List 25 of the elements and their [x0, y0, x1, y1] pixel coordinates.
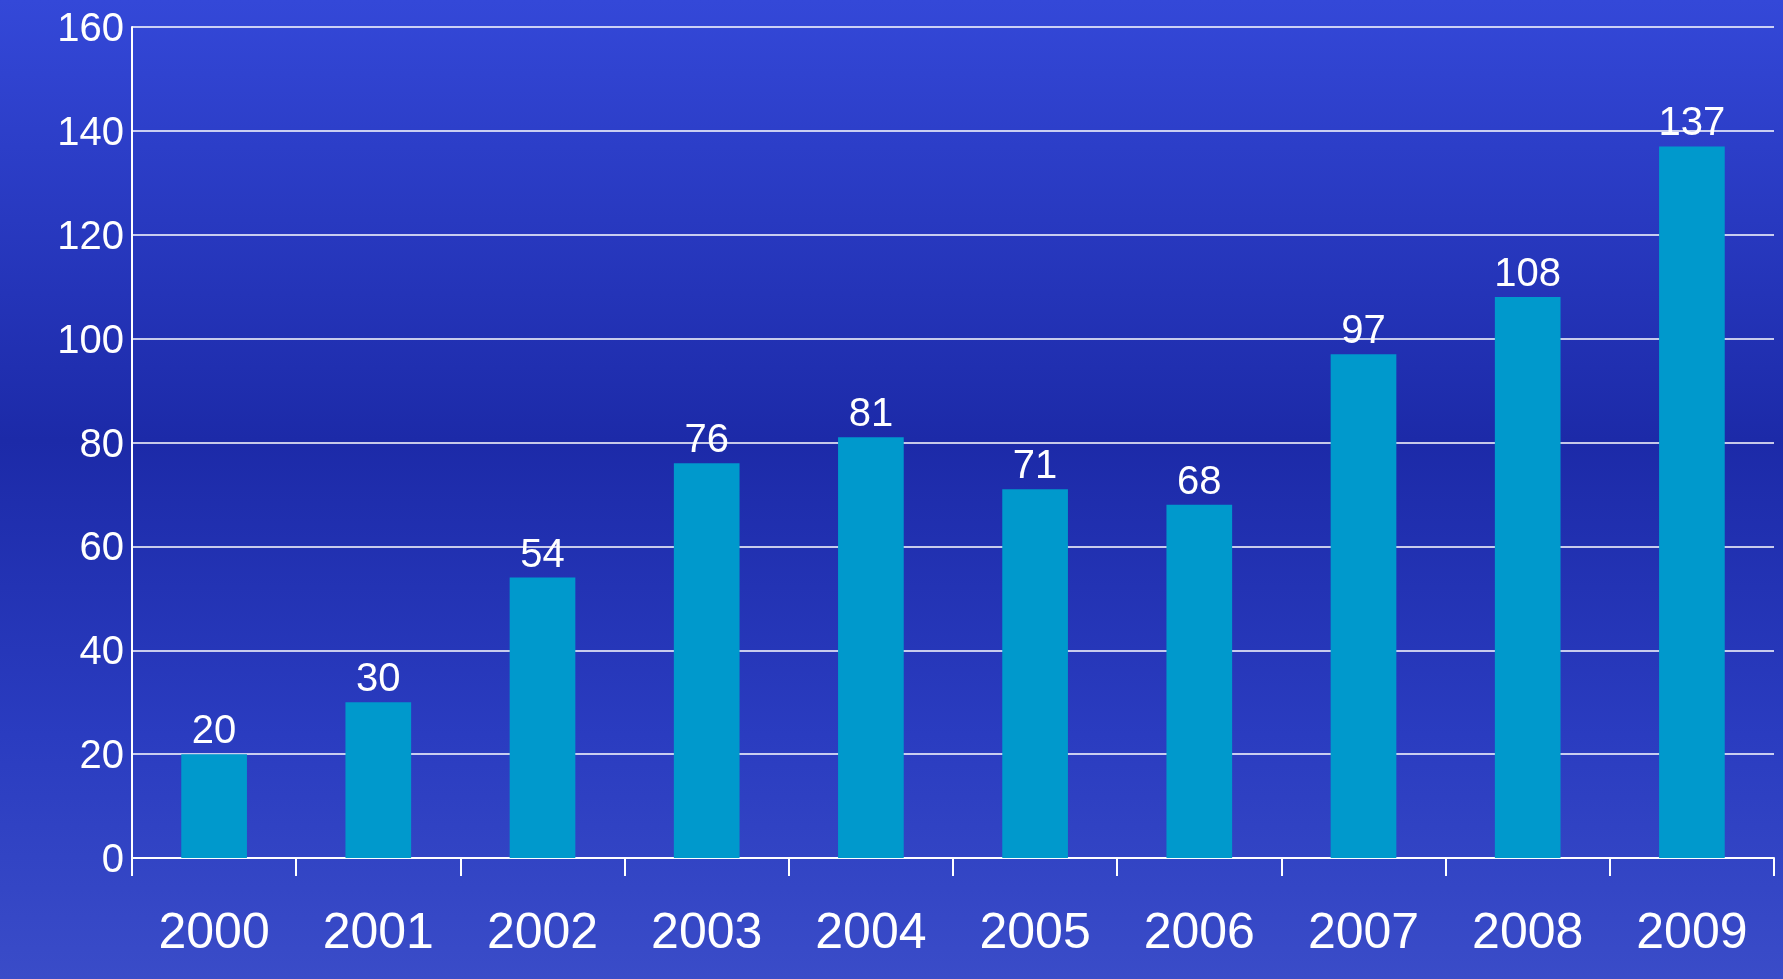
- y-tick-label: 140: [57, 108, 124, 153]
- x-tick-label: 2003: [651, 903, 763, 959]
- x-tick-label: 2009: [1636, 903, 1748, 959]
- x-tick-label: 2001: [322, 903, 434, 959]
- data-label: 71: [1012, 442, 1058, 487]
- data-label: 30: [356, 655, 401, 700]
- y-tick-label: 0: [101, 836, 124, 880]
- y-tick-label: 80: [79, 420, 124, 465]
- x-tick-label: 2006: [1143, 903, 1255, 959]
- y-tick-label: 120: [57, 212, 124, 257]
- data-label: 108: [1494, 250, 1562, 295]
- x-tick-label: 2000: [158, 903, 270, 959]
- y-tick-label: 20: [79, 732, 124, 777]
- data-label: 81: [848, 390, 894, 435]
- x-tick-label: 2005: [979, 903, 1091, 959]
- y-tick-label: 40: [79, 628, 124, 673]
- y-tick-label: 160: [57, 5, 124, 49]
- data-label: 20: [191, 707, 237, 752]
- x-tick-label: 2008: [1472, 903, 1584, 959]
- x-tick-label: 2007: [1307, 903, 1420, 959]
- y-tick-label: 100: [57, 316, 124, 361]
- data-label: 68: [1177, 457, 1222, 502]
- x-tick-label: 2002: [486, 903, 599, 959]
- y-tick-label: 60: [79, 524, 124, 569]
- x-tick-label: 2004: [815, 903, 927, 959]
